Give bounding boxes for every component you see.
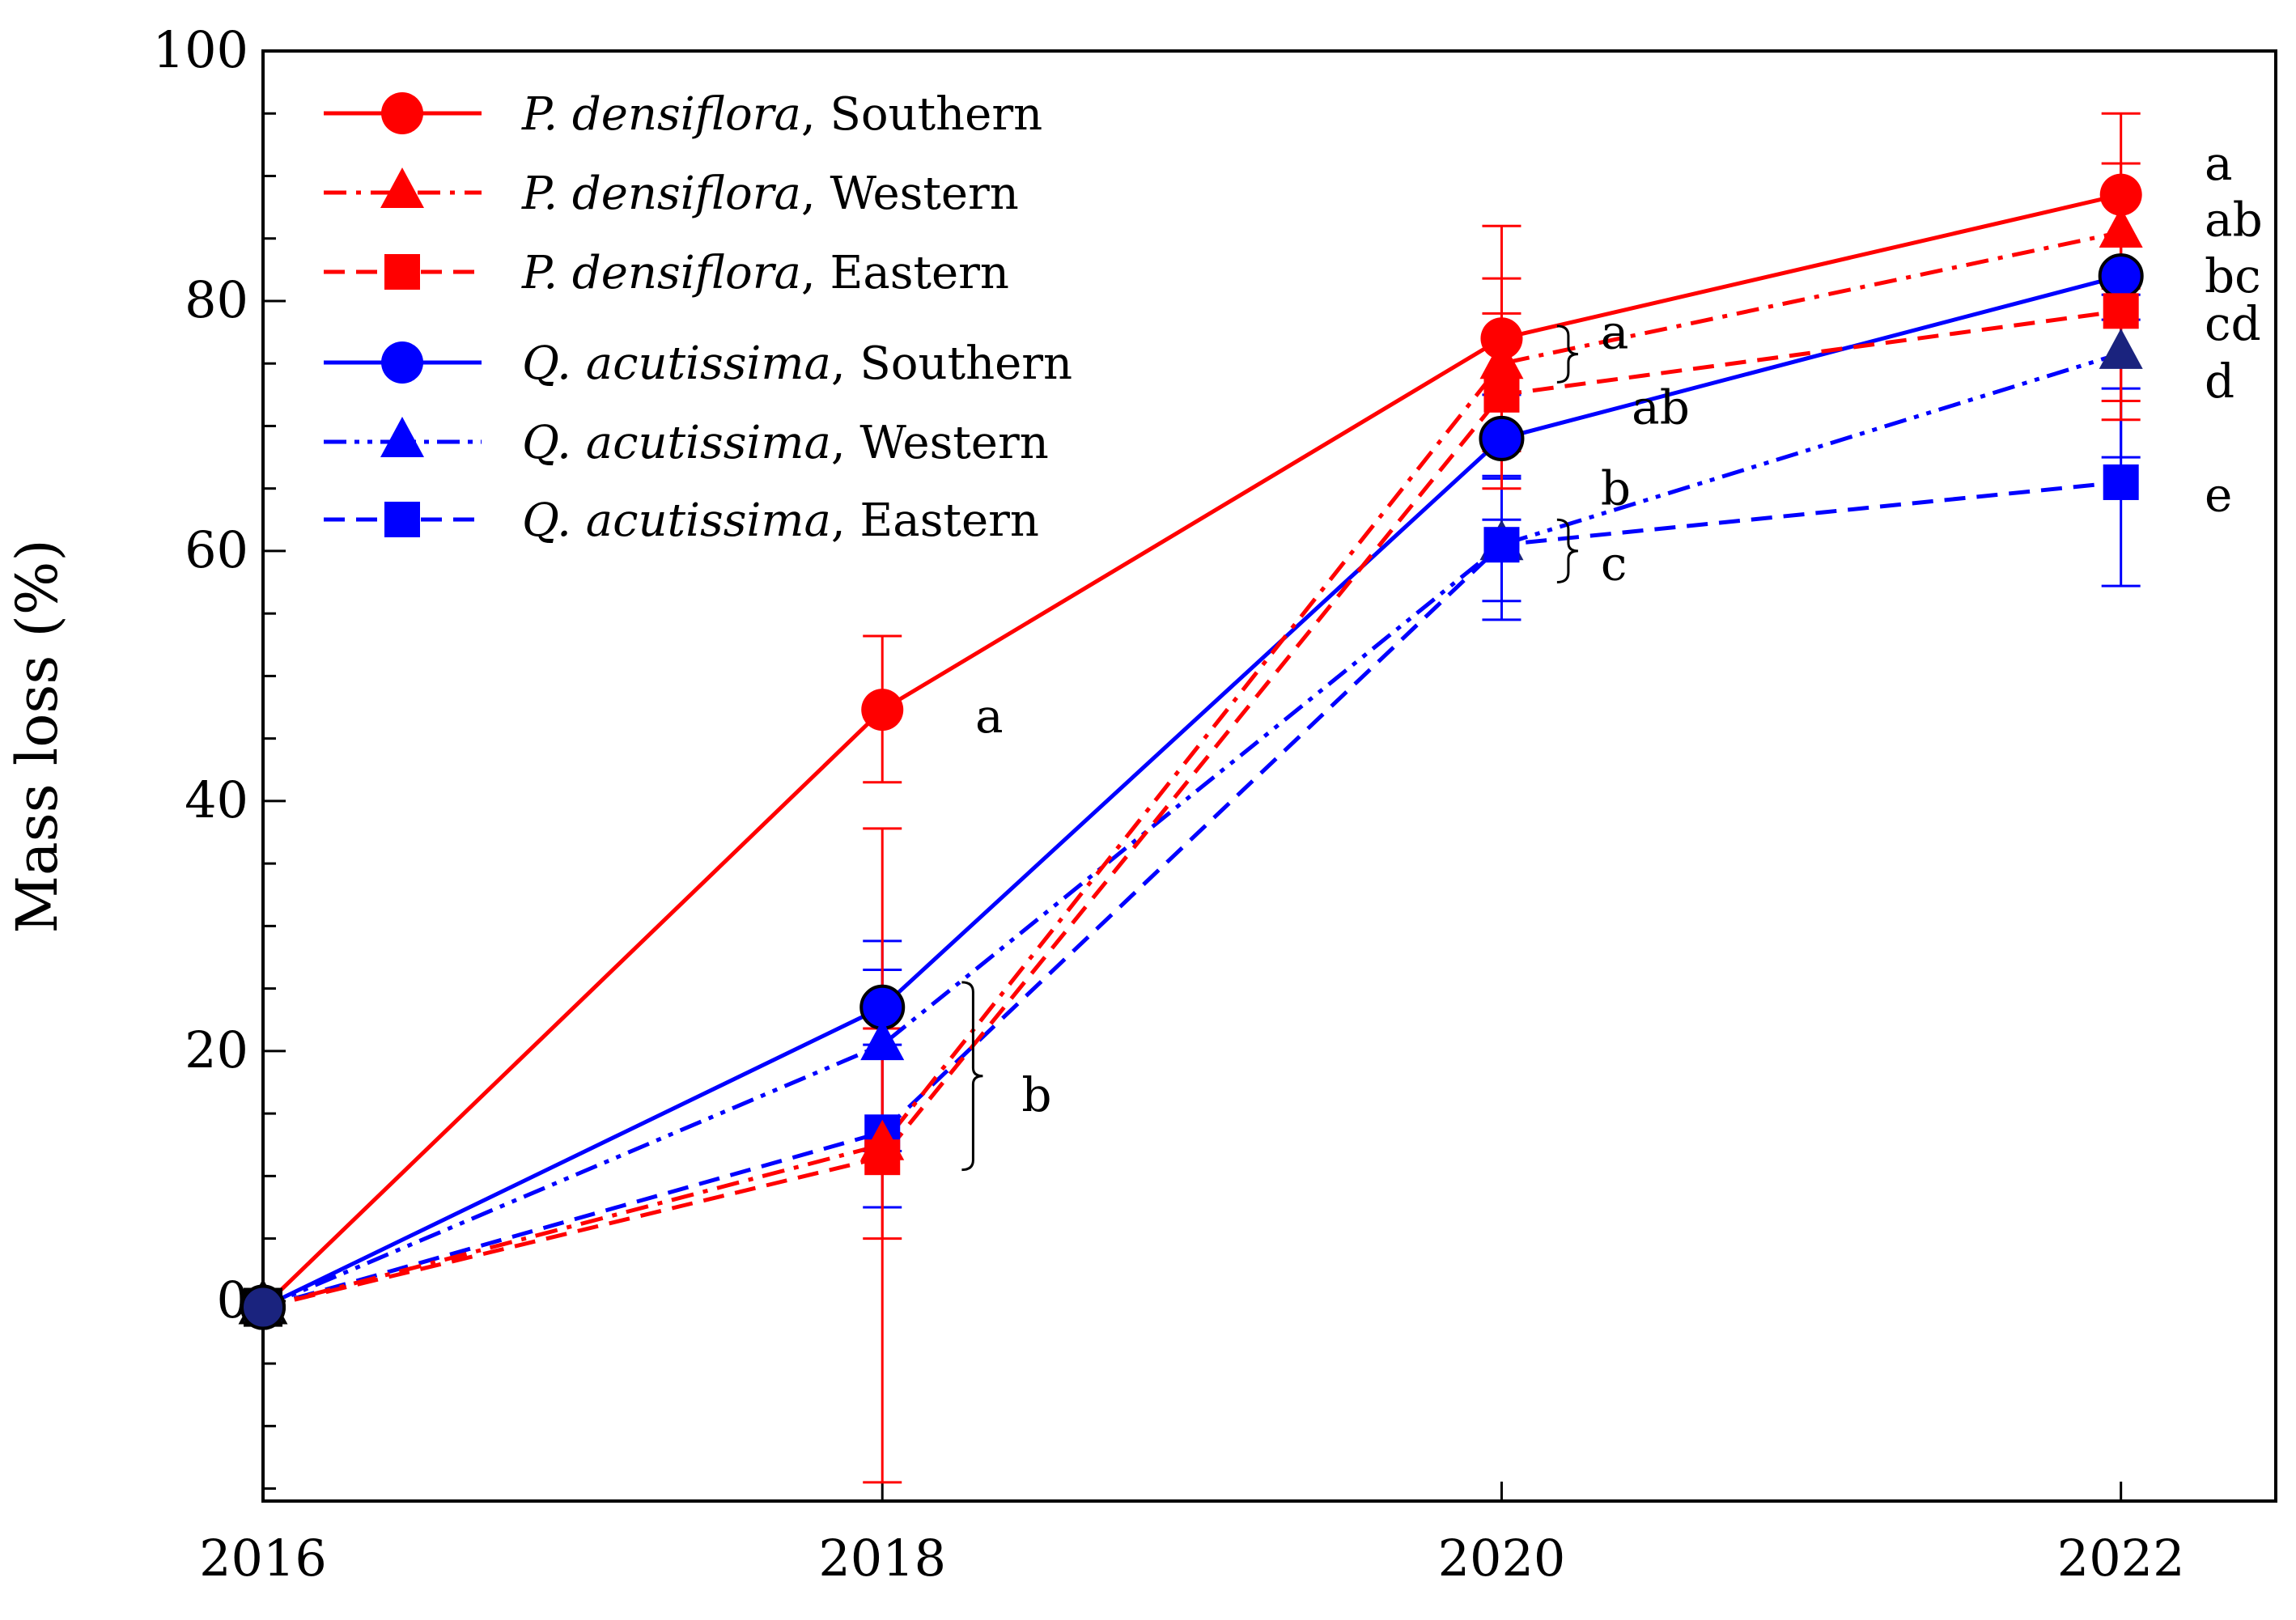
legend-entry: Q. acutissima, Western [324,417,1049,469]
legend-site: , Eastern [801,247,1009,299]
legend-site: , Eastern [831,494,1039,547]
legend-species: Q. acutissima [522,337,831,390]
series-layer [238,112,2144,1484]
data-point [860,1020,905,1061]
data-point [860,1119,905,1160]
legend-label: Q. acutissima, Western [522,417,1049,469]
legend-species: Q. acutissima [522,417,831,469]
legend-species: Q. acutissima [522,494,831,547]
significance-letter: b [1601,461,1631,516]
grouping-brace [1556,518,1578,584]
legend-marker [381,92,423,134]
plot-frame [261,49,2277,1503]
legend-marker [381,341,423,384]
series-line [262,480,2121,1309]
significance-letter: e [2205,467,2232,522]
data-point [1483,527,1520,563]
y-tick-label: 100 [153,20,248,79]
significance-letter: ab [1632,380,1690,435]
legend-entry: P. densiflora, Southern [324,88,1042,141]
legend-site: , Western [801,168,1019,220]
legend-species: P. densiflora [521,168,801,220]
data-point [1480,317,1523,360]
data-point [2099,173,2142,216]
x-tick-label: 2020 [1438,1529,1566,1588]
legend-entry: Q. acutissima, Southern [324,337,1072,390]
x-tick-label: 2016 [199,1529,327,1588]
y-tick-label: 20 [185,1020,248,1079]
significance-letter: bc [2205,248,2261,303]
data-point [1479,415,1525,461]
grouping-brace [1556,324,1578,384]
y-axis-title: Mass loss (%) [4,539,70,933]
significance-letter: a [975,689,1004,744]
data-point [1483,376,1520,413]
y-tick-label: 80 [185,270,248,329]
y-tick-label: 60 [185,520,248,579]
series-line [262,230,2122,1309]
data-point [861,689,904,732]
significance-letter: cd [2205,296,2261,351]
legend-label: P. densiflora, Eastern [521,247,1009,299]
legend-site: , Western [831,417,1049,469]
legend-site: , Southern [801,88,1042,141]
significance-letter: c [1601,536,1627,591]
legend-species: P. densiflora [521,88,801,141]
series-line [261,193,2122,1309]
legend-site: , Southern [831,337,1072,390]
legend-label: P. densiflora, Southern [521,88,1042,141]
data-point [2099,328,2143,369]
legend-marker [380,417,424,457]
legend-marker [380,168,424,208]
significance-letter: ab [2205,193,2263,248]
data-point [2103,464,2139,500]
significance-letter: d [2205,354,2234,409]
series-line [261,274,2122,1309]
y-tick-label: 40 [185,770,248,829]
legend-species: P. densiflora [521,247,801,299]
legend-label: P. densiflora, Western [521,168,1019,220]
legend-marker [384,502,420,537]
x-tick-label: 2018 [818,1529,946,1588]
legend-label: Q. acutissima, Southern [522,337,1072,390]
legend-entry: Q. acutissima, Eastern [324,494,1039,547]
legend-marker [384,254,420,290]
grouping-brace [961,981,983,1172]
legend-entry: P. densiflora, Western [324,168,1019,220]
significance-letter: b [1021,1067,1051,1122]
data-point [240,1284,286,1330]
legend-entry: P. densiflora, Eastern [324,247,1009,299]
x-tick-label: 2022 [2057,1529,2185,1588]
legend-label: Q. acutissima, Eastern [522,494,1039,547]
data-point [2103,293,2139,329]
data-point [2098,253,2144,299]
significance-letter: a [2205,136,2233,191]
significance-letter: a [1601,305,1629,360]
data-point [2099,207,2143,248]
